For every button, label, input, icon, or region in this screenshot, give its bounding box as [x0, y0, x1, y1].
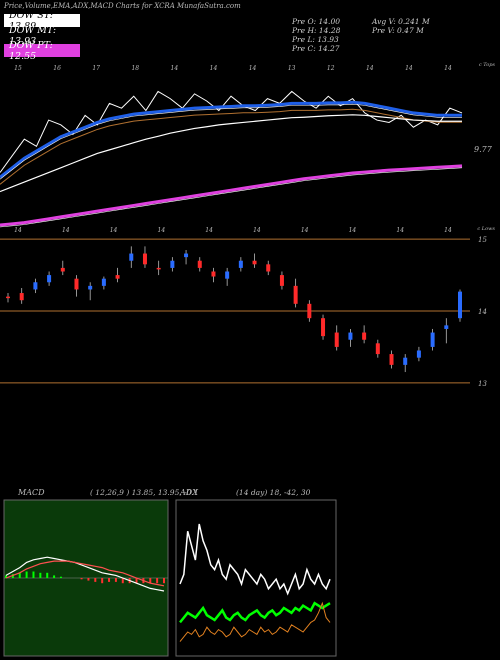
candle-body	[458, 291, 462, 319]
prev-volume: Pre V: 0.47 M	[372, 26, 424, 35]
macd-title: MACD	[17, 488, 45, 497]
ema-date-label: 18	[131, 65, 139, 72]
candle-body	[6, 296, 10, 299]
ema-date-label: 14	[444, 65, 452, 72]
ema-date-label: 15	[14, 65, 22, 72]
ema-tops-label: c Tops	[479, 62, 496, 68]
candle-body	[403, 357, 408, 365]
candle-body	[101, 278, 106, 286]
candle-body	[389, 354, 394, 365]
candle-body	[33, 282, 38, 290]
ema-price-line	[0, 90, 463, 173]
candle-body	[266, 264, 271, 272]
legend-dow-pt-label: DOW PT: 12.55	[9, 39, 53, 62]
ema-date-label: 14	[366, 65, 374, 72]
candle-body	[197, 260, 202, 268]
adx-title: ADX	[179, 488, 198, 497]
candle-body	[321, 318, 326, 337]
candle-body	[238, 260, 243, 268]
ema-short-line	[0, 100, 462, 179]
legend-dow-pt: DOW PT: 12.55	[4, 40, 80, 62]
price-date-label: 14	[158, 227, 166, 234]
chart-title: Price,Volume,EMA,ADX,MACD Charts for XCR…	[4, 2, 241, 10]
candle-body	[156, 267, 161, 270]
candle-body	[225, 271, 230, 279]
candle-body	[60, 267, 65, 272]
price-date-label: 14	[62, 227, 70, 234]
prev-low: Pre L: 13.93	[292, 35, 339, 44]
adx-panel	[175, 499, 337, 657]
candle-body	[184, 253, 189, 258]
candle-body	[362, 332, 367, 340]
price-tick-label: 13	[478, 380, 487, 388]
candle-body	[375, 343, 380, 355]
macd-params: ( 12,26,9 ) 13.85, 13.95, -0.1	[90, 488, 199, 497]
candle-body	[430, 332, 435, 347]
candle-body	[334, 332, 339, 347]
candle-body	[47, 275, 52, 283]
candle-body	[74, 278, 79, 290]
price-tick-label: 14	[478, 308, 487, 316]
ema-date-label: 14	[210, 65, 218, 72]
price-date-label: 14	[14, 227, 22, 234]
adx-line	[179, 601, 331, 624]
candle-body	[129, 253, 134, 261]
ema-long-outline	[0, 167, 463, 228]
price-date-label: 14	[253, 227, 261, 234]
candle-body	[416, 350, 421, 358]
ema-date-label: 13	[288, 65, 296, 72]
legend-dow-mt: DOW MT: 13.93	[4, 25, 80, 47]
ema-date-label: 14	[171, 65, 179, 72]
adx-plus-di-line	[179, 523, 331, 596]
candle-body	[348, 332, 353, 340]
candle-body	[252, 260, 257, 265]
adx-minus-di-line	[179, 601, 331, 642]
ema-date-label: 16	[53, 65, 61, 72]
price-date-label: 14	[444, 227, 452, 234]
legend-dow-mt-label: DOW MT: 13.93	[9, 24, 57, 47]
price-date-label: 14	[110, 227, 118, 234]
candle-body	[211, 271, 216, 277]
price-date-label: 14	[301, 227, 309, 234]
ema-date-label: 14	[405, 65, 413, 72]
ema-date-label: 12	[327, 65, 335, 72]
candle-body	[279, 275, 284, 286]
ema-lows-label: c Lows	[477, 226, 495, 232]
ema-short-outline	[0, 103, 462, 180]
candle-body	[142, 253, 147, 265]
candle-body	[88, 285, 93, 290]
ema-long-line	[0, 164, 463, 227]
prev-open: Pre O: 14.00	[292, 17, 340, 26]
legend-dow-st: DOW ST: 13.89	[4, 10, 80, 32]
price-date-label: 14	[396, 227, 404, 234]
legend-dow-st-label: DOW ST: 13.89	[9, 9, 53, 32]
ema-date-label: 17	[92, 65, 100, 72]
prev-high: Pre H: 14.28	[292, 26, 341, 35]
price-date-label: 14	[205, 227, 213, 234]
avg-volume: Avg V: 0.241 M	[372, 17, 430, 26]
ema-brown-line	[0, 108, 462, 185]
macd-signal-line	[5, 560, 165, 587]
candle-body	[115, 275, 120, 279]
candle-body	[170, 260, 175, 268]
adx-params: (14 day) 18, -42, 30	[236, 488, 311, 497]
candle-body	[307, 303, 312, 319]
price-date-label: 14	[349, 227, 357, 234]
price-tick-label: 15	[478, 236, 487, 244]
ema-last-value: 9.77	[474, 145, 493, 154]
macd-line	[5, 556, 165, 592]
prev-close: Pre C: 14.27	[292, 44, 340, 53]
candle-body	[19, 293, 24, 301]
ema-date-label: 14	[249, 65, 257, 72]
ema-mid-line	[0, 114, 462, 193]
candle-body	[444, 325, 449, 329]
candle-body	[293, 285, 298, 304]
